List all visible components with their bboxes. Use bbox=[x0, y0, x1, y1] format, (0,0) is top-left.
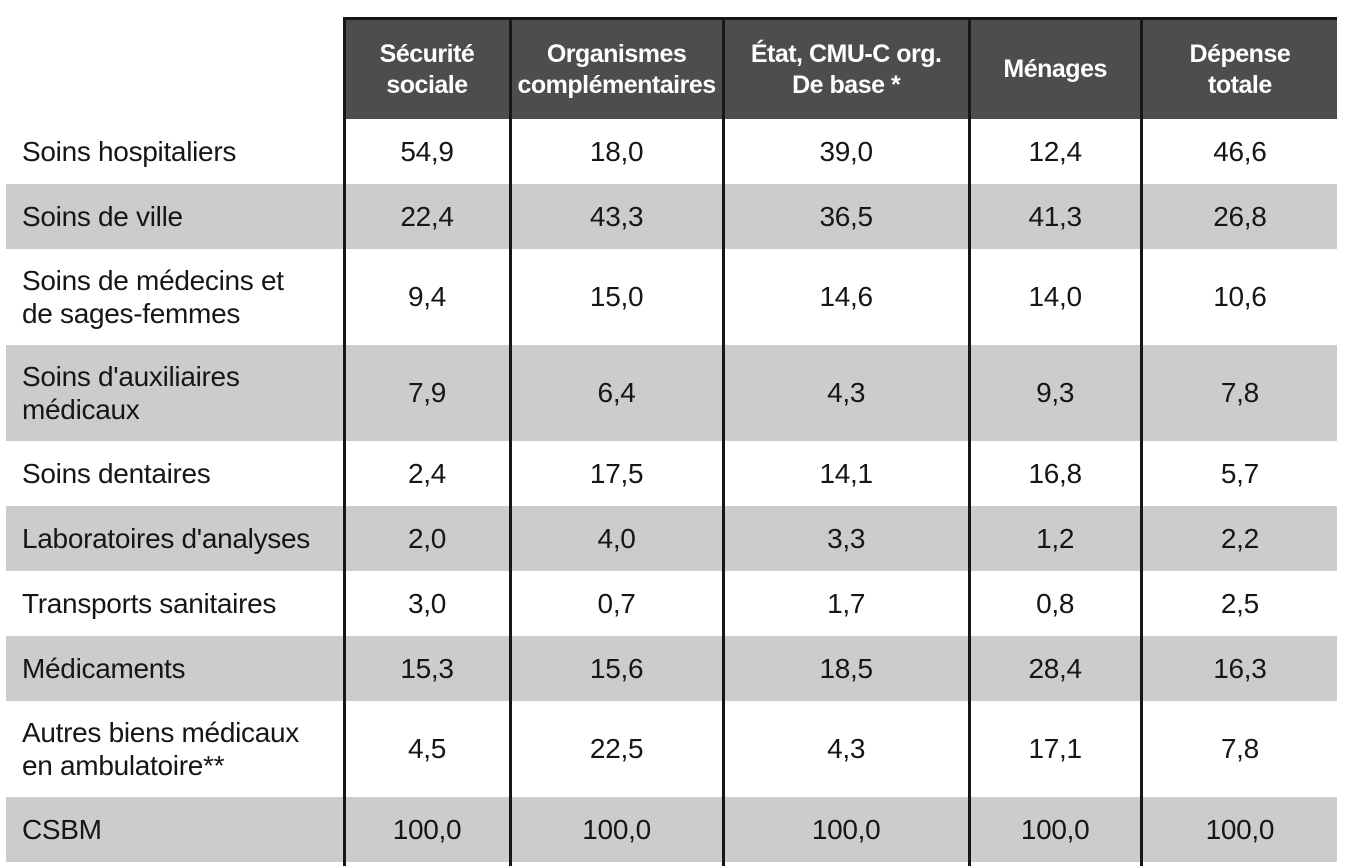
row-label: Laboratoires d'analyses bbox=[6, 506, 344, 571]
column-header-menages: Ménages bbox=[967, 17, 1142, 119]
cell: 15,6 bbox=[508, 636, 724, 701]
cell: 1,7 bbox=[721, 571, 970, 636]
cell: 17,1 bbox=[967, 701, 1142, 797]
cell: 2,0 bbox=[342, 506, 510, 571]
cell: 16,8 bbox=[967, 441, 1142, 506]
row-label: Autres biens médicaux en ambulatoire** bbox=[6, 701, 344, 797]
cell: 15,0 bbox=[508, 249, 724, 345]
cell: 9,3 bbox=[967, 345, 1142, 441]
cell: 100,0 bbox=[721, 797, 970, 862]
corner-cell bbox=[6, 18, 344, 119]
cell: 100,0 bbox=[342, 797, 510, 862]
cell: 22,4 bbox=[342, 184, 510, 249]
cell: 6,4 bbox=[508, 345, 724, 441]
cell: 28,4 bbox=[967, 636, 1142, 701]
table-row: Transports sanitaires 3,0 0,7 1,7 0,8 2,… bbox=[6, 571, 1338, 636]
cell: 3,0 bbox=[342, 571, 510, 636]
column-header-securite-sociale: Sécurité sociale bbox=[342, 17, 510, 119]
cell: 22,5 bbox=[508, 701, 724, 797]
cell: 0,7 bbox=[508, 571, 724, 636]
cell: 4,3 bbox=[721, 701, 970, 797]
cell: 7,8 bbox=[1139, 345, 1338, 441]
cell: 9,4 bbox=[342, 249, 510, 345]
cell: 7,8 bbox=[1139, 701, 1338, 797]
cell: 17,5 bbox=[508, 441, 724, 506]
cell: 14,6 bbox=[721, 249, 970, 345]
row-label: Soins d'auxiliaires médicaux bbox=[6, 345, 344, 441]
table-row: Médicaments 15,3 15,6 18,5 28,4 16,3 bbox=[6, 636, 1338, 701]
table-row: Soins dentaires 2,4 17,5 14,1 16,8 5,7 bbox=[6, 441, 1338, 506]
cell: 39,0 bbox=[721, 119, 970, 184]
cell: 100,0 bbox=[967, 797, 1142, 862]
row-label: Médicaments bbox=[6, 636, 344, 701]
cell: 2,5 bbox=[1139, 571, 1338, 636]
cell: 18,0 bbox=[508, 119, 724, 184]
row-label: CSBM bbox=[6, 797, 344, 862]
row-label: Soins dentaires bbox=[6, 441, 344, 506]
cell: 100,0 bbox=[508, 797, 724, 862]
table-row: Soins de ville 22,4 43,3 36,5 41,3 26,8 bbox=[6, 184, 1338, 249]
cell: 100,0 bbox=[1139, 797, 1338, 862]
cell: 41,3 bbox=[967, 184, 1142, 249]
header-row: Sécurité sociale Organismes complémentai… bbox=[6, 17, 1338, 119]
row-label: Soins de ville bbox=[6, 184, 344, 249]
column-header-organismes-complementaires: Organismes complémentaires bbox=[508, 17, 724, 119]
table-row: CSBM 100,0 100,0 100,0 100,0 100,0 bbox=[6, 797, 1338, 862]
cell: 10,6 bbox=[1139, 249, 1338, 345]
cell: 15,3 bbox=[342, 636, 510, 701]
column-header-depense-totale: Dépense totale bbox=[1139, 17, 1338, 119]
cell: 14,1 bbox=[721, 441, 970, 506]
cell: 12,4 bbox=[967, 119, 1142, 184]
cell: 1,2 bbox=[967, 506, 1142, 571]
table-bottom-tick bbox=[6, 862, 1338, 866]
cell: 5,7 bbox=[1139, 441, 1338, 506]
table-row: Soins de médecins et de sages-femmes 9,4… bbox=[6, 249, 1338, 345]
cell: 3,3 bbox=[721, 506, 970, 571]
row-label: Soins hospitaliers bbox=[6, 119, 344, 184]
cell: 2,4 bbox=[342, 441, 510, 506]
data-table: Sécurité sociale Organismes complémentai… bbox=[6, 17, 1338, 866]
cell: 4,3 bbox=[721, 345, 970, 441]
table-row: Autres biens médicaux en ambulatoire** 4… bbox=[6, 701, 1338, 797]
cell: 36,5 bbox=[721, 184, 970, 249]
cell: 26,8 bbox=[1139, 184, 1338, 249]
cell: 14,0 bbox=[967, 249, 1142, 345]
cell: 2,2 bbox=[1139, 506, 1338, 571]
table-row: Soins hospitaliers 54,9 18,0 39,0 12,4 4… bbox=[6, 119, 1338, 184]
cell: 7,9 bbox=[342, 345, 510, 441]
cell: 0,8 bbox=[967, 571, 1142, 636]
cell: 54,9 bbox=[342, 119, 510, 184]
cell: 46,6 bbox=[1139, 119, 1338, 184]
column-header-etat-cmuc: État, CMU-C org. De base * bbox=[721, 17, 970, 119]
table-row: Laboratoires d'analyses 2,0 4,0 3,3 1,2 … bbox=[6, 506, 1338, 571]
cell: 43,3 bbox=[508, 184, 724, 249]
cell: 16,3 bbox=[1139, 636, 1338, 701]
cell: 4,5 bbox=[342, 701, 510, 797]
table-row: Soins d'auxiliaires médicaux 7,9 6,4 4,3… bbox=[6, 345, 1338, 441]
cell: 18,5 bbox=[721, 636, 970, 701]
cell: 4,0 bbox=[508, 506, 724, 571]
row-label: Transports sanitaires bbox=[6, 571, 344, 636]
row-label: Soins de médecins et de sages-femmes bbox=[6, 249, 344, 345]
